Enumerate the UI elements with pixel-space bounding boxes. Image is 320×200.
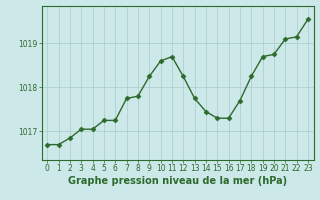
X-axis label: Graphe pression niveau de la mer (hPa): Graphe pression niveau de la mer (hPa) [68, 176, 287, 186]
